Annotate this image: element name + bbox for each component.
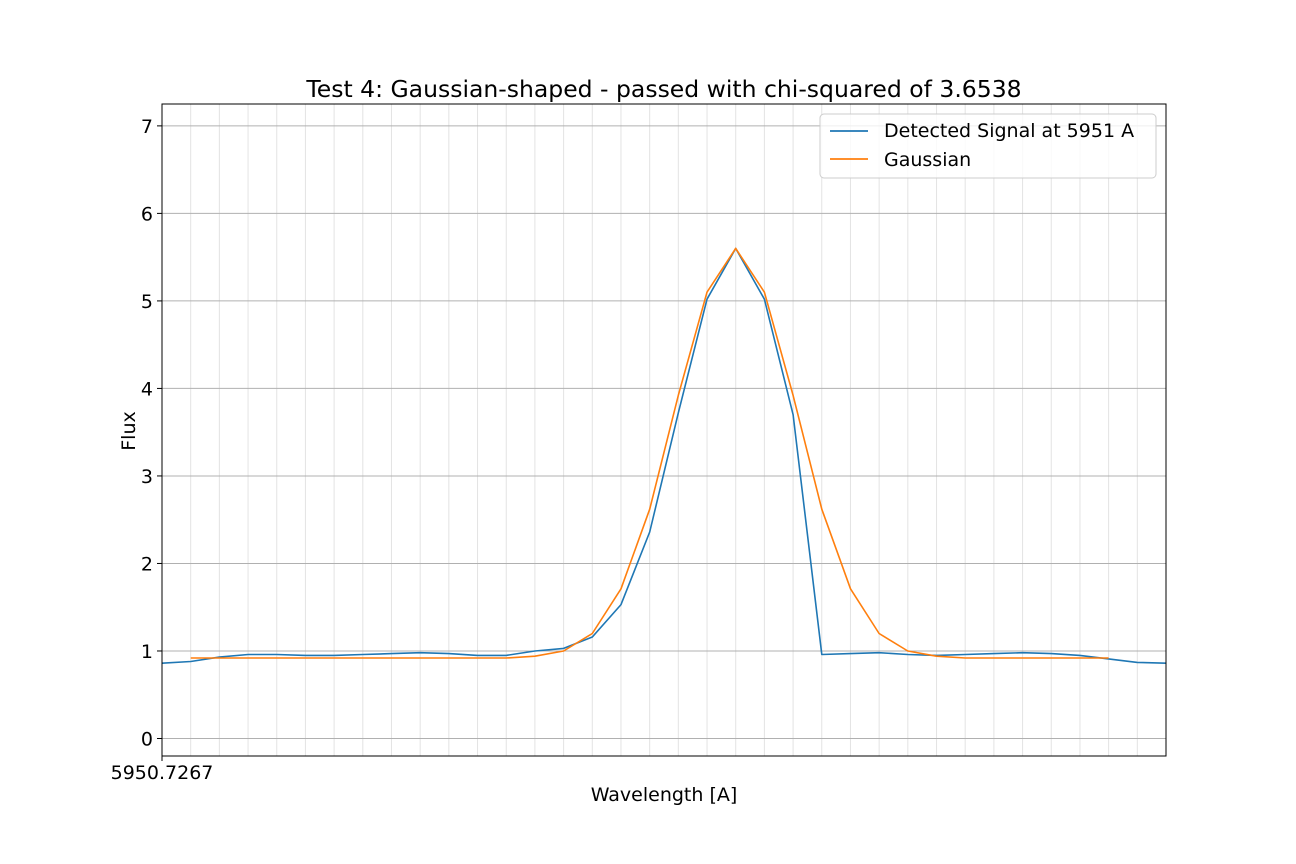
y-tick-label: 5 xyxy=(141,291,153,313)
plot-area xyxy=(161,103,1167,757)
y-major-grid xyxy=(162,125,1166,739)
y-axis-label: Flux xyxy=(118,411,140,451)
y-tick-label: 1 xyxy=(141,641,153,663)
series-line-0 xyxy=(161,247,1167,664)
legend-label-gaussian: Gaussian xyxy=(884,149,971,171)
x-axis: 5950.7267 xyxy=(111,756,214,784)
y-tick-label: 6 xyxy=(141,203,153,225)
chart-title: Test 4: Gaussian-shaped - passed with ch… xyxy=(305,75,1021,103)
plot-background xyxy=(162,104,1166,756)
legend-box xyxy=(819,113,1157,179)
x-minor-grid xyxy=(190,104,1138,756)
legend-label-detected-signal: Detected Signal at 5951 A xyxy=(884,120,1134,142)
x-axis-label: Wavelength [A] xyxy=(591,784,738,806)
series-layer xyxy=(161,247,1167,664)
y-tick-label: 7 xyxy=(141,116,153,138)
plot-frame xyxy=(161,103,1167,757)
y-tick-label: 0 xyxy=(141,728,153,750)
legend: Detected Signal at 5951 A Gaussian xyxy=(819,113,1157,179)
y-tick-label: 4 xyxy=(141,378,153,400)
series-line-1 xyxy=(190,247,1109,659)
y-tick-label: 2 xyxy=(141,553,153,575)
y-axis: 0 1 2 3 4 5 6 7 xyxy=(141,116,162,750)
y-tick-label: 3 xyxy=(141,466,153,488)
x-tick-label: 5950.7267 xyxy=(111,762,214,784)
